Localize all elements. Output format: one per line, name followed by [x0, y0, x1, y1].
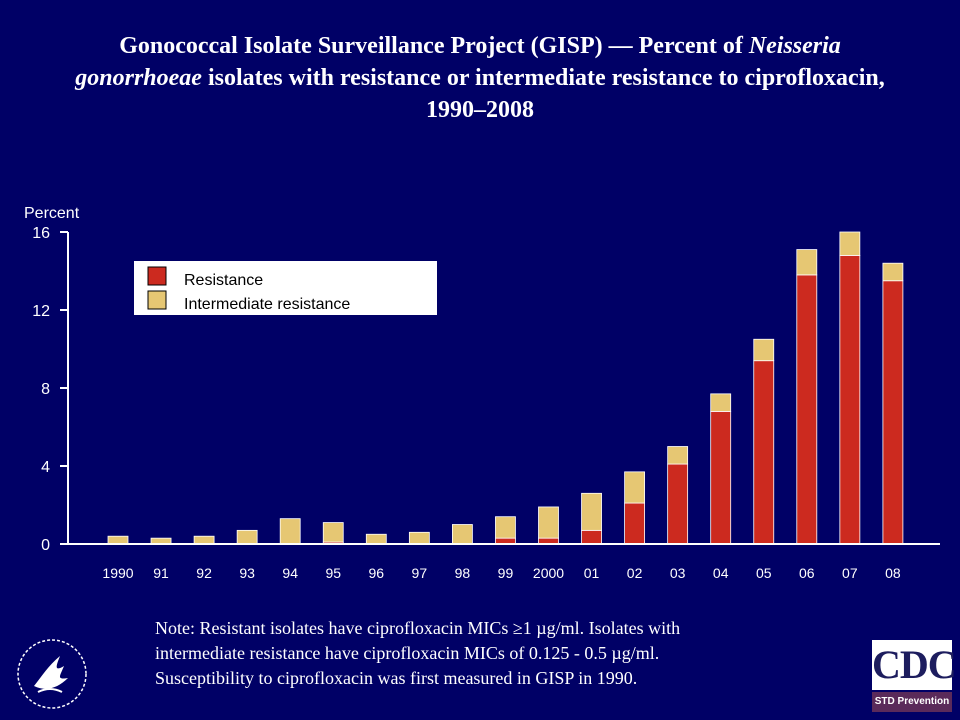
bar-intermediate-94 — [279, 518, 301, 545]
title-italic-genus: Neisseria — [748, 33, 841, 59]
bar-intermediate-97 — [408, 531, 430, 545]
bar-intermediate-03 — [667, 446, 689, 465]
y-axis-label: Percent — [24, 205, 80, 222]
bar-resistance-05 — [753, 360, 775, 545]
note-line-3: Susceptibility to ciprofloxacin was firs… — [155, 668, 638, 688]
legend-label-intermediate: Intermediate resistance — [184, 296, 350, 313]
bar-intermediate-07 — [839, 231, 861, 256]
x-tick-label: 94 — [282, 565, 298, 581]
note-line-2: intermediate resistance have ciprofloxac… — [155, 643, 660, 663]
legend-swatch-intermediate — [147, 290, 167, 310]
title-part2: isolates with resistance or intermediate… — [201, 65, 885, 91]
x-tick-label: 03 — [670, 565, 686, 581]
x-tick-label: 2000 — [533, 565, 564, 581]
bar-intermediate-2000 — [538, 506, 559, 539]
bar-intermediate-06 — [796, 249, 818, 276]
bar-resistance-02 — [624, 502, 645, 545]
bar-resistance-07 — [839, 254, 861, 545]
note-line-1: Note: Resistant isolates have ciprofloxa… — [155, 618, 681, 638]
x-tick-label: 1990 — [102, 565, 133, 581]
bar-resistance-01 — [581, 529, 602, 545]
title-part3: 1990–2008 — [426, 97, 534, 123]
y-tick-label: 4 — [41, 459, 50, 476]
bar-intermediate-96 — [365, 533, 387, 545]
x-tick-label: 97 — [412, 565, 428, 581]
title-italic-species: gonorrhoeae — [75, 65, 202, 91]
x-tick-label: 92 — [196, 565, 212, 581]
bar-intermediate-95 — [322, 522, 344, 543]
x-tick-label: 08 — [885, 565, 901, 581]
legend-box — [134, 261, 437, 315]
x-tick-label: 98 — [455, 565, 471, 581]
y-axis: 0 4 8 12 16 — [32, 225, 68, 554]
cdc-logo: CDC STD Prevention — [872, 640, 957, 712]
x-tick-label: 95 — [325, 565, 341, 581]
x-tick-label: 04 — [713, 565, 729, 581]
x-tick-label: 96 — [369, 565, 385, 581]
bar-resistance-03 — [667, 463, 689, 545]
bar-intermediate-08 — [882, 262, 904, 282]
x-axis: 1990 91 92 93 94 95 96 97 98 99 2000 01 02 03 04 05 06 07… — [102, 565, 900, 581]
hhs-eagle-seal-icon — [17, 639, 87, 709]
legend-label-resistance: Resistance — [184, 272, 263, 289]
bar-resistance-08 — [882, 280, 904, 545]
x-tick-label: 05 — [756, 565, 772, 581]
x-tick-label: 06 — [799, 565, 815, 581]
y-tick-label: 8 — [41, 381, 50, 398]
x-tick-label: 93 — [239, 565, 255, 581]
bar-intermediate-98 — [451, 524, 473, 545]
x-tick-label: 99 — [498, 565, 514, 581]
y-tick-label: 16 — [32, 225, 50, 242]
bar-intermediate-05 — [753, 338, 775, 362]
title-part1: Gonococcal Isolate Surveillance Project … — [119, 33, 749, 59]
cdc-logo-subtitle: STD Prevention — [872, 692, 952, 712]
bar-intermediate-93 — [236, 529, 258, 545]
footnote: Note: Resistant isolates have ciprofloxa… — [155, 616, 795, 691]
bar-intermediate-02 — [624, 471, 645, 504]
bars-group — [107, 231, 904, 545]
bar-intermediate-1990 — [107, 535, 129, 545]
cdc-logo-text: CDC — [872, 640, 957, 690]
x-tick-label: 01 — [584, 565, 600, 581]
bar-intermediate-92 — [193, 535, 215, 545]
bar-intermediate-01 — [581, 492, 602, 531]
legend-swatch-resistance — [147, 266, 167, 286]
x-tick-label: 91 — [153, 565, 169, 581]
bar-intermediate-04 — [710, 393, 732, 412]
chart-title: Gonococcal Isolate Surveillance Project … — [40, 30, 920, 126]
bar-intermediate-99 — [495, 516, 516, 539]
x-tick-label: 07 — [842, 565, 858, 581]
x-tick-label: 02 — [627, 565, 643, 581]
bar-resistance-04 — [710, 410, 732, 545]
bar-resistance-06 — [796, 274, 818, 545]
legend: Resistance Intermediate resistance — [134, 261, 437, 315]
y-tick-label: 0 — [41, 537, 50, 554]
y-tick-label: 12 — [32, 303, 50, 320]
